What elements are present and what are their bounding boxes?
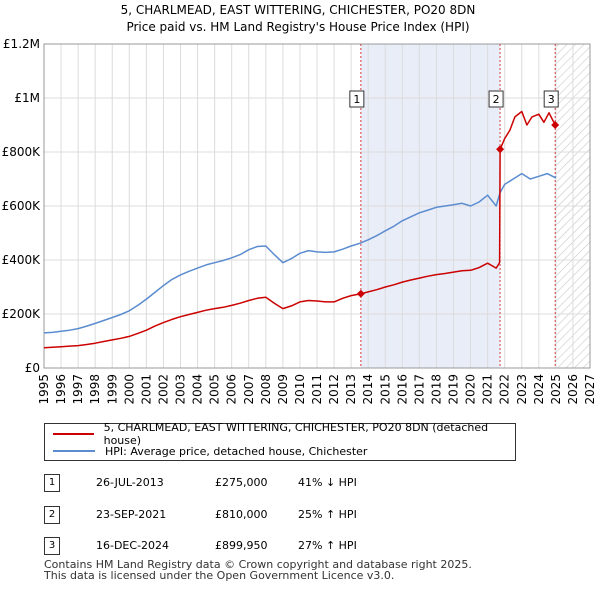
x-tick-label: 2000 — [122, 374, 136, 405]
sale-marker-box — [349, 90, 365, 108]
transaction-hpi-diff: 25% ↑ HPI — [298, 508, 357, 521]
x-tick-label: 2003 — [174, 374, 188, 405]
x-tick-label: 2002 — [156, 374, 170, 405]
transaction-number: 3 — [44, 537, 60, 555]
transaction-price: £275,000 — [215, 476, 268, 489]
chart-subtitle: Price paid vs. HM Land Registry's House … — [126, 20, 469, 34]
transaction-hpi-diff: 41% ↓ HPI — [298, 476, 357, 489]
x-tick-label: 2007 — [242, 374, 256, 405]
sale-marker-label: 2 — [493, 93, 500, 106]
chart-title: 5, CHARLMEAD, EAST WITTERING, CHICHESTER… — [121, 3, 476, 17]
x-tick-label: 2019 — [447, 374, 461, 405]
transaction-number: 1 — [44, 474, 60, 492]
y-tick-label: £1M — [14, 91, 40, 105]
footer-licence: This data is licensed under the Open Gov… — [44, 569, 395, 582]
sale-marker-label: 1 — [353, 93, 360, 106]
footer-copyright: Contains HM Land Registry data © Crown c… — [44, 558, 472, 571]
y-tick-label: £600K — [2, 199, 42, 213]
legend: 5, CHARLMEAD, EAST WITTERING, CHICHESTER… — [44, 421, 516, 461]
y-tick-label: £0 — [25, 361, 40, 375]
x-tick-label: 2017 — [412, 374, 426, 405]
x-tick-label: 1997 — [71, 374, 85, 405]
x-tick-label: 1995 — [37, 374, 51, 405]
x-tick-label: 2027 — [583, 374, 597, 405]
x-tick-label: 1996 — [54, 374, 68, 405]
sale-marker-label: 3 — [548, 93, 555, 106]
x-tick-label: 2015 — [378, 374, 392, 405]
legend-label-hpi: HPI: Average price, detached house, Chic… — [105, 444, 368, 458]
x-tick-label: 2020 — [464, 374, 478, 405]
x-tick-label: 2021 — [481, 374, 495, 405]
footer: Contains HM Land Registry data © Crown c… — [44, 559, 472, 581]
legend-swatch-hpi — [53, 450, 95, 452]
x-tick-label: 2023 — [515, 374, 529, 405]
x-tick-label: 2006 — [225, 374, 239, 405]
legend-item-hpi: HPI: Average price, detached house, Chic… — [53, 443, 367, 459]
transaction-hpi-diff: 27% ↑ HPI — [298, 539, 357, 552]
legend-swatch-property — [53, 433, 94, 435]
x-tick-label: 2022 — [498, 374, 512, 405]
x-tick-label: 2012 — [327, 374, 341, 405]
sale-point — [356, 289, 365, 298]
x-tick-label: 2018 — [429, 374, 443, 405]
sale-marker-box — [488, 90, 504, 108]
transaction-date: 26-JUL-2013 — [96, 476, 164, 489]
legend-item-property: 5, CHARLMEAD, EAST WITTERING, CHICHESTER… — [53, 421, 515, 447]
hpi-line — [43, 172, 557, 334]
x-tick-label: 1999 — [105, 374, 119, 405]
x-tick-label: 2016 — [395, 374, 409, 405]
x-tick-label: 2011 — [310, 374, 324, 405]
sale-marker-box — [543, 90, 559, 108]
x-tick-label: 2013 — [344, 374, 358, 405]
x-tick-label: 2005 — [208, 374, 222, 405]
plot-border — [43, 43, 591, 369]
transaction-price: £810,000 — [215, 508, 268, 521]
x-tick-label: 2009 — [276, 374, 290, 405]
transaction-number: 2 — [44, 506, 60, 524]
x-tick-label: 2025 — [549, 374, 563, 405]
x-tick-label: 2024 — [532, 374, 546, 405]
y-tick-label: £1.2M — [3, 37, 40, 51]
y-tick-label: £400K — [2, 253, 42, 267]
sale-point — [551, 121, 560, 130]
x-tick-label: 2004 — [191, 374, 205, 405]
x-tick-label: 2026 — [566, 374, 580, 405]
x-tick-label: 2001 — [139, 374, 153, 405]
sale-point — [496, 145, 505, 154]
y-tick-label: £800K — [2, 145, 42, 159]
y-tick-label: £200K — [2, 307, 42, 321]
x-tick-label: 2008 — [259, 374, 273, 405]
transaction-date: 23-SEP-2021 — [96, 508, 167, 521]
x-tick-label: 2010 — [293, 374, 307, 405]
legend-label-property: 5, CHARLMEAD, EAST WITTERING, CHICHESTER… — [103, 421, 489, 447]
transaction-price: £899,950 — [215, 539, 268, 552]
x-tick-label: 2014 — [361, 374, 375, 405]
transaction-date: 16-DEC-2024 — [96, 539, 170, 552]
x-tick-label: 1998 — [88, 374, 102, 405]
